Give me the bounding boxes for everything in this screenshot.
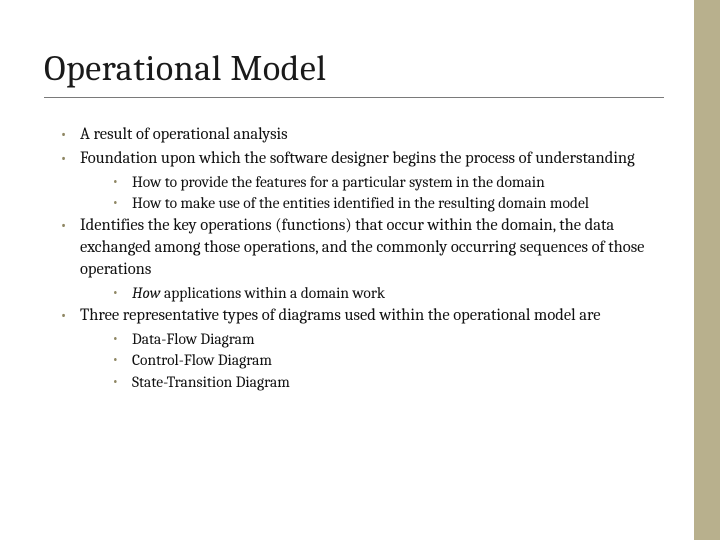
bullet-text: applications within a domain work [161, 284, 386, 302]
list-item: Identifies the key operations (functions… [60, 215, 664, 303]
list-item: How applications within a domain work [112, 283, 664, 303]
bullet-text: Control-Flow Diagram [132, 351, 272, 369]
list-item: Control-Flow Diagram [112, 350, 664, 370]
list-item: Three representative types of diagrams u… [60, 305, 664, 392]
list-item: How to make use of the entities identifi… [112, 193, 664, 213]
bullet-list: A result of operational analysis Foundat… [44, 124, 664, 392]
slide-title: Operational Model [44, 48, 664, 98]
sub-list: How applications within a domain work [80, 283, 664, 303]
list-item: How to provide the features for a partic… [112, 172, 664, 192]
bullet-text: Data-Flow Diagram [132, 330, 255, 348]
bullet-text: A result of operational analysis [80, 125, 288, 144]
list-item: State-Transition Diagram [112, 372, 664, 392]
accent-bar [694, 0, 720, 540]
bullet-text: How to provide the features for a partic… [132, 173, 545, 191]
list-item: Data-Flow Diagram [112, 329, 664, 349]
bullet-text: How to make use of the entities identifi… [132, 194, 589, 212]
list-item: A result of operational analysis [60, 124, 664, 146]
bullet-text-italic: How [132, 284, 161, 302]
list-item: Foundation upon which the software desig… [60, 148, 664, 214]
slide-content: Operational Model A result of operationa… [0, 0, 720, 392]
sub-list: Data-Flow Diagram Control-Flow Diagram S… [80, 329, 664, 392]
bullet-text: Identifies the key operations (functions… [80, 216, 644, 279]
bullet-text: Three representative types of diagrams u… [80, 306, 601, 325]
bullet-text: Foundation upon which the software desig… [80, 149, 635, 168]
bullet-text: State-Transition Diagram [132, 373, 290, 391]
sub-list: How to provide the features for a partic… [80, 172, 664, 214]
